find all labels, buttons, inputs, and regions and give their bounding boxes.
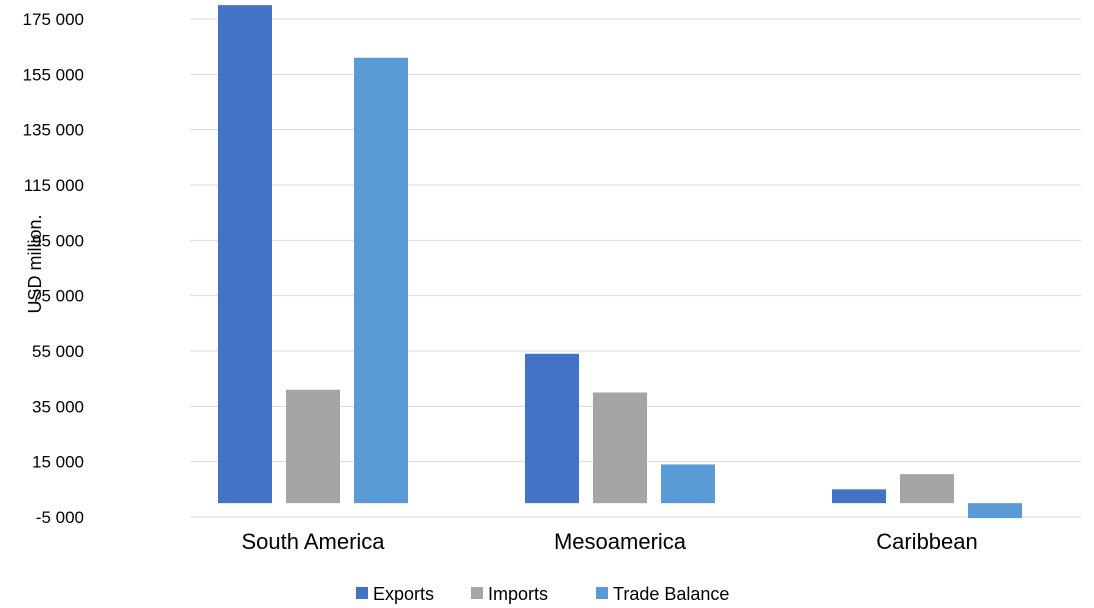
legend-label-trade-balance: Trade Balance xyxy=(613,584,729,604)
legend-swatch-trade-balance xyxy=(596,587,608,599)
y-tick-label: 75 000 xyxy=(32,287,84,306)
x-category-label: South America xyxy=(241,529,385,554)
legend-label-imports: Imports xyxy=(488,584,548,604)
legend-swatch-imports xyxy=(471,587,483,599)
bar-trade-balance-south-america xyxy=(354,57,408,504)
x-category-label: Mesoamerica xyxy=(554,529,687,554)
legend: Exports Imports Trade Balance xyxy=(356,584,729,604)
bar-exports-caribbean xyxy=(832,489,886,504)
bar-imports-caribbean xyxy=(900,474,954,504)
x-category-label: Caribbean xyxy=(876,529,978,554)
bar-exports-mesoamerica xyxy=(525,353,579,504)
y-tick-label: 135 000 xyxy=(23,121,84,140)
x-axis-categories: South America Mesoamerica Caribbean xyxy=(241,529,977,554)
bars xyxy=(218,5,1022,519)
legend-swatch-exports xyxy=(356,587,368,599)
bar-imports-south-america xyxy=(286,389,340,504)
bar-trade-balance-mesoamerica xyxy=(661,464,715,504)
y-tick-label: 15 000 xyxy=(32,453,84,472)
y-tick-label: 55 000 xyxy=(32,342,84,361)
y-tick-label: -5 000 xyxy=(36,508,84,527)
y-axis-title: USD million. xyxy=(25,214,45,313)
bar-exports-south-america xyxy=(218,5,272,504)
legend-label-exports: Exports xyxy=(373,584,434,604)
bar-trade-balance-caribbean xyxy=(968,503,1022,519)
y-axis-ticks: -5 000 15 000 35 000 55 000 75 000 95 000 115 … xyxy=(23,10,84,527)
y-tick-label: 175 000 xyxy=(23,10,84,29)
y-tick-label: 155 000 xyxy=(23,65,84,84)
y-tick-label: 115 000 xyxy=(24,176,84,195)
bar-imports-mesoamerica xyxy=(593,392,647,504)
y-tick-label: 35 000 xyxy=(32,397,84,416)
y-tick-label: 95 000 xyxy=(32,231,84,250)
